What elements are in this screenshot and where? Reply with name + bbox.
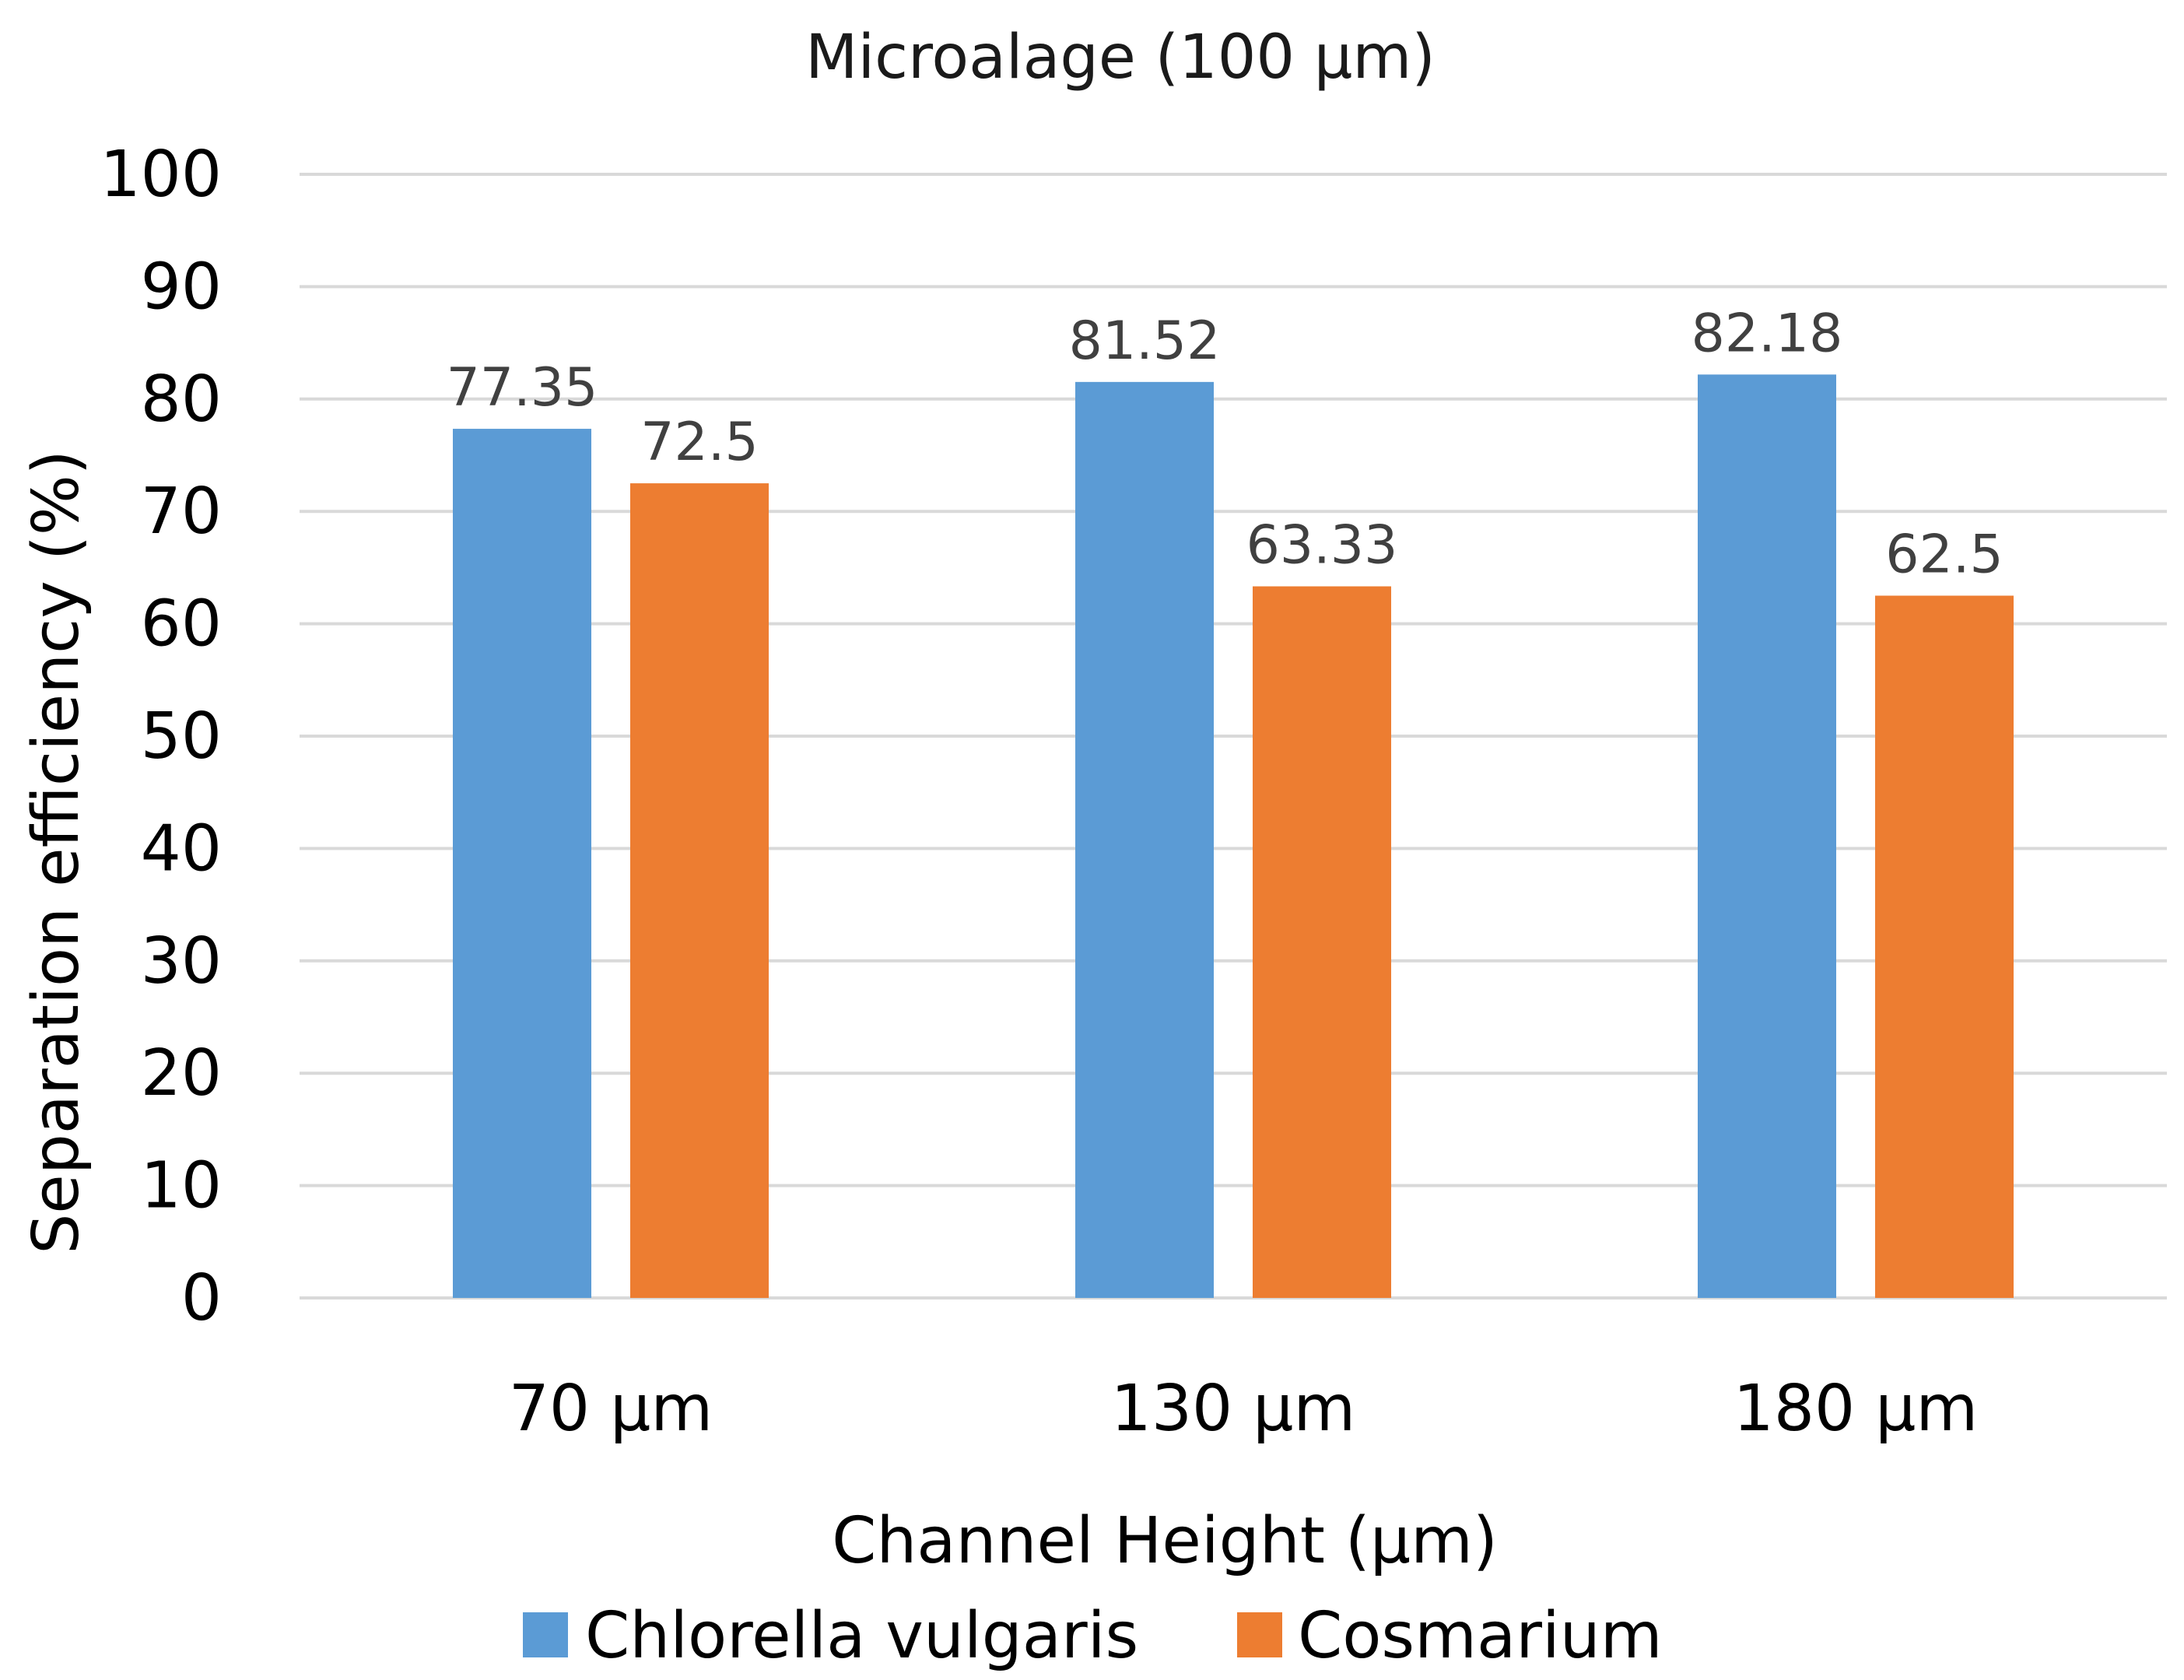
data-label: 77.35 bbox=[447, 357, 598, 419]
y-tick-label: 20 bbox=[141, 1036, 222, 1110]
data-label: 72.5 bbox=[640, 412, 758, 473]
chart-title: Microalage (100 μm) bbox=[805, 23, 1436, 93]
legend-swatch-cosmarium bbox=[1237, 1612, 1282, 1657]
legend-swatch-chlorella-vulgaris bbox=[523, 1612, 568, 1657]
data-label: 63.33 bbox=[1246, 515, 1398, 577]
data-label: 81.52 bbox=[1069, 310, 1221, 372]
y-tick-label: 40 bbox=[141, 812, 222, 886]
gridlines bbox=[300, 173, 2167, 1299]
y-tick-label: 10 bbox=[141, 1149, 222, 1223]
x-tick-label: 180 μm bbox=[1734, 1372, 1979, 1446]
bar-chlorella-vulgaris-2 bbox=[1698, 374, 1836, 1298]
y-tick-label: 100 bbox=[100, 138, 222, 212]
y-tick-label: 70 bbox=[141, 475, 222, 549]
y-tick-label: 60 bbox=[141, 587, 222, 661]
bar-cosmarium-1 bbox=[1253, 586, 1391, 1298]
y-axis-ticks: 0 10 20 30 40 50 60 70 80 90 100 bbox=[100, 138, 222, 1335]
bars bbox=[453, 374, 2014, 1299]
y-tick-label: 50 bbox=[141, 700, 222, 773]
data-label: 62.5 bbox=[1885, 524, 2003, 586]
y-tick-label: 80 bbox=[141, 363, 222, 437]
legend-label: Cosmarium bbox=[1298, 1599, 1663, 1673]
bar-cosmarium-2 bbox=[1875, 595, 2014, 1298]
x-axis-ticks: 70 μm 130 μm 180 μm bbox=[509, 1372, 1979, 1446]
y-tick-label: 30 bbox=[141, 924, 222, 998]
bar-cosmarium-0 bbox=[630, 483, 769, 1298]
legend: Chlorella vulgaris Cosmarium bbox=[523, 1599, 1663, 1673]
data-label: 82.18 bbox=[1691, 303, 1843, 364]
bar-chlorella-vulgaris-0 bbox=[453, 429, 591, 1299]
bar-chlorella-vulgaris-1 bbox=[1075, 381, 1214, 1298]
data-labels: 77.35 72.5 81.52 63.33 82.18 62.5 bbox=[447, 303, 2003, 585]
y-axis-label: Separation efficiency (%) bbox=[19, 450, 93, 1254]
legend-label: Chlorella vulgaris bbox=[585, 1599, 1138, 1673]
x-tick-label: 130 μm bbox=[1111, 1372, 1356, 1446]
y-tick-label: 0 bbox=[181, 1261, 222, 1335]
x-tick-label: 70 μm bbox=[509, 1372, 713, 1446]
y-tick-label: 90 bbox=[141, 250, 222, 324]
x-axis-label: Channel Height (μm) bbox=[832, 1504, 1498, 1578]
